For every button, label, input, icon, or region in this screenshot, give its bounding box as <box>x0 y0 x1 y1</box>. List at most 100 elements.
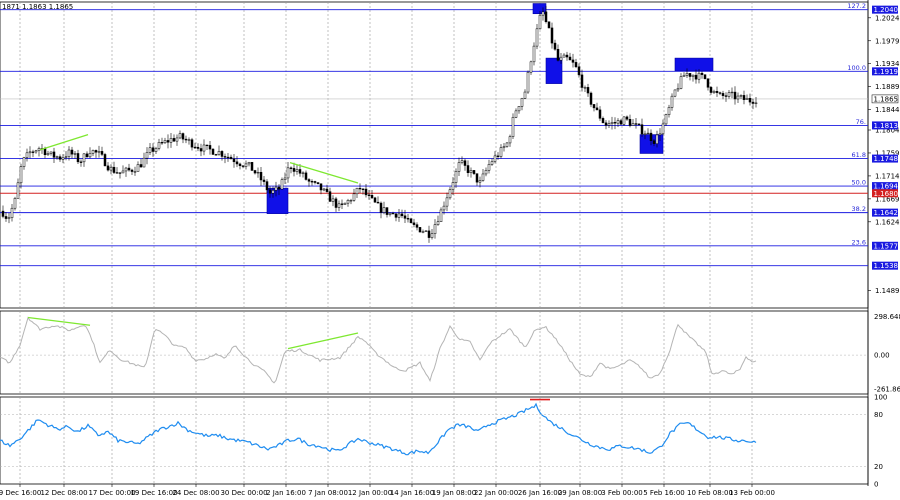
candle-body <box>592 104 596 109</box>
rsi-tick-label: 100 <box>874 394 887 402</box>
time-tick-label: 24 Dec 08:00 <box>172 489 219 497</box>
candle-body <box>385 207 389 215</box>
candle-body <box>109 166 113 171</box>
candle-body <box>271 190 275 194</box>
candle-body <box>679 76 683 89</box>
candle-body <box>295 169 299 172</box>
candle-body <box>505 142 509 147</box>
candle-body <box>430 233 434 238</box>
time-tick-label: 29 Jan 08:00 <box>558 489 602 497</box>
candle-body <box>163 140 167 144</box>
candle-body <box>31 151 35 153</box>
candle-body <box>169 138 173 143</box>
price-trendline <box>39 133 89 151</box>
price-tick-label: 1.1889 <box>875 83 900 91</box>
candle-body <box>151 147 155 152</box>
candle-body <box>688 73 692 77</box>
candle-body <box>748 98 752 103</box>
candle-body <box>322 188 326 191</box>
price-tick-label: 1.2024 <box>875 14 900 22</box>
candle-body <box>190 139 194 148</box>
candle-body <box>577 66 581 76</box>
price-tick-label: 1.1934 <box>875 60 900 68</box>
cci-trendline <box>27 316 91 326</box>
level-price-box <box>872 189 898 198</box>
candle-body <box>673 89 677 97</box>
candle-body <box>217 151 221 155</box>
price-tick-label: 1.1759 <box>875 149 900 157</box>
candle-body <box>13 198 17 209</box>
candle-body <box>301 172 305 174</box>
zone-box <box>545 57 563 84</box>
candle-body <box>733 91 737 100</box>
candle-body <box>118 172 122 174</box>
candle-body <box>625 116 629 120</box>
candle-body <box>493 155 497 162</box>
time-tick-label: 12 Jan 00:00 <box>348 489 392 497</box>
candle-body <box>58 156 62 160</box>
candle-body <box>328 191 332 202</box>
candle-body <box>19 166 23 184</box>
candle-body <box>457 162 461 172</box>
candle-body <box>139 164 143 168</box>
candle-body <box>661 123 665 135</box>
candle-body <box>349 200 353 202</box>
candle-body <box>367 194 371 196</box>
candle-body <box>262 179 266 182</box>
candle-body <box>136 164 140 172</box>
candle-body <box>724 95 728 97</box>
level-price-box <box>871 94 899 104</box>
candle-body <box>604 122 608 126</box>
candle-body <box>574 62 578 68</box>
candle-body <box>415 224 419 228</box>
level-price-box <box>872 67 898 76</box>
candle-body <box>358 187 362 190</box>
candle-body <box>226 156 230 159</box>
candle-body <box>535 28 539 47</box>
candle-body <box>553 42 557 50</box>
candle-body <box>643 133 647 135</box>
candle-body <box>595 107 599 111</box>
candle-body <box>496 155 500 157</box>
candle-body <box>523 91 527 99</box>
candle-body <box>259 171 263 181</box>
cci-frame <box>0 310 869 395</box>
candle-body <box>37 148 41 152</box>
candle-body <box>520 98 524 107</box>
candle-body <box>448 189 452 199</box>
candle-body <box>436 221 440 225</box>
candle-body <box>727 92 731 97</box>
price-tick-label: 1.1669 <box>875 195 900 203</box>
candle-body <box>676 88 680 91</box>
fib-label: 50.0 <box>852 179 866 187</box>
candle-body <box>1 210 5 217</box>
time-tick-label: 26 Jan 16:00 <box>518 489 562 497</box>
candle-body <box>229 156 233 160</box>
candle-body <box>94 150 98 153</box>
candle-body <box>148 147 152 153</box>
candle-body <box>529 61 533 73</box>
candle-body <box>382 207 386 213</box>
candle-body <box>397 213 401 218</box>
candle-body <box>22 157 26 167</box>
candle-body <box>253 170 257 174</box>
candle-body <box>268 189 272 194</box>
candle-body <box>7 217 11 219</box>
candle-body <box>538 14 542 30</box>
level-price-box <box>872 241 898 250</box>
fib-label: 38.2 <box>852 205 866 213</box>
time-tick-label: 22 Jan 00:00 <box>474 489 518 497</box>
candle-body <box>739 95 743 97</box>
candle-body <box>586 87 590 94</box>
candle-body <box>616 120 620 124</box>
price-tick-label: 1.1844 <box>875 106 900 114</box>
candle-body <box>667 107 671 115</box>
candle-body <box>691 74 695 77</box>
cci-line <box>0 316 757 384</box>
candle-body <box>355 187 359 195</box>
candle-body <box>418 227 422 233</box>
rsi-tick-label: 80 <box>874 411 883 419</box>
candle-body <box>736 95 740 100</box>
zone-box <box>674 57 714 72</box>
